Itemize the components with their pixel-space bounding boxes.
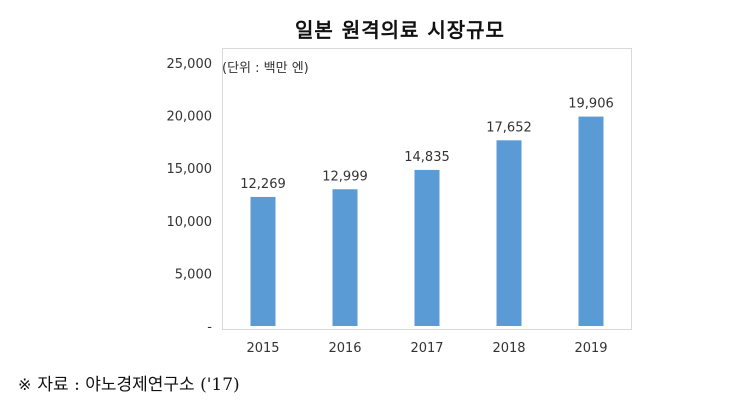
bar-2017 bbox=[414, 169, 440, 326]
data-label-2018: 17,652 bbox=[486, 120, 532, 135]
y-tick-label: 10,000 bbox=[167, 215, 213, 230]
x-axis-ticks: 2015 2016 2017 2018 2019 bbox=[246, 341, 607, 356]
x-tick-label: 2018 bbox=[492, 341, 525, 356]
source-text: 자료 : 야노경제연구소 ('17) bbox=[37, 375, 240, 395]
x-tick-label: 2016 bbox=[328, 341, 361, 356]
y-tick-label: 5,000 bbox=[175, 267, 212, 282]
bar-2016 bbox=[332, 189, 358, 326]
chart-title: 일본 원격의료 시장규모 bbox=[295, 18, 505, 42]
source-note: ※ 자료 : 야노경제연구소 ('17) bbox=[18, 370, 240, 395]
y-axis-ticks: - 5,000 10,000 15,000 20,000 25,000 bbox=[167, 57, 213, 335]
reference-mark-icon: ※ bbox=[18, 375, 32, 394]
chart-plot-frame bbox=[222, 48, 632, 330]
x-tick-label: 2019 bbox=[574, 341, 607, 356]
data-label-2019: 19,906 bbox=[568, 97, 614, 112]
y-tick-label: - bbox=[207, 320, 212, 335]
y-tick-label: 20,000 bbox=[167, 110, 213, 125]
data-label-2017: 14,835 bbox=[404, 150, 450, 165]
y-tick-label: 15,000 bbox=[167, 162, 213, 177]
x-tick-label: 2015 bbox=[246, 341, 279, 356]
bars bbox=[250, 116, 604, 326]
data-labels: 12,269 12,999 14,835 17,652 19,906 bbox=[240, 97, 614, 192]
bar-2015 bbox=[250, 196, 276, 326]
y-tick-label: 25,000 bbox=[167, 57, 213, 72]
bar-2019 bbox=[578, 116, 604, 326]
data-label-2015: 12,269 bbox=[240, 177, 286, 192]
bar-2018 bbox=[496, 140, 522, 326]
x-tick-label: 2017 bbox=[410, 341, 443, 356]
unit-label: (단위 : 백만 엔) bbox=[222, 61, 309, 76]
data-label-2016: 12,999 bbox=[322, 169, 368, 184]
